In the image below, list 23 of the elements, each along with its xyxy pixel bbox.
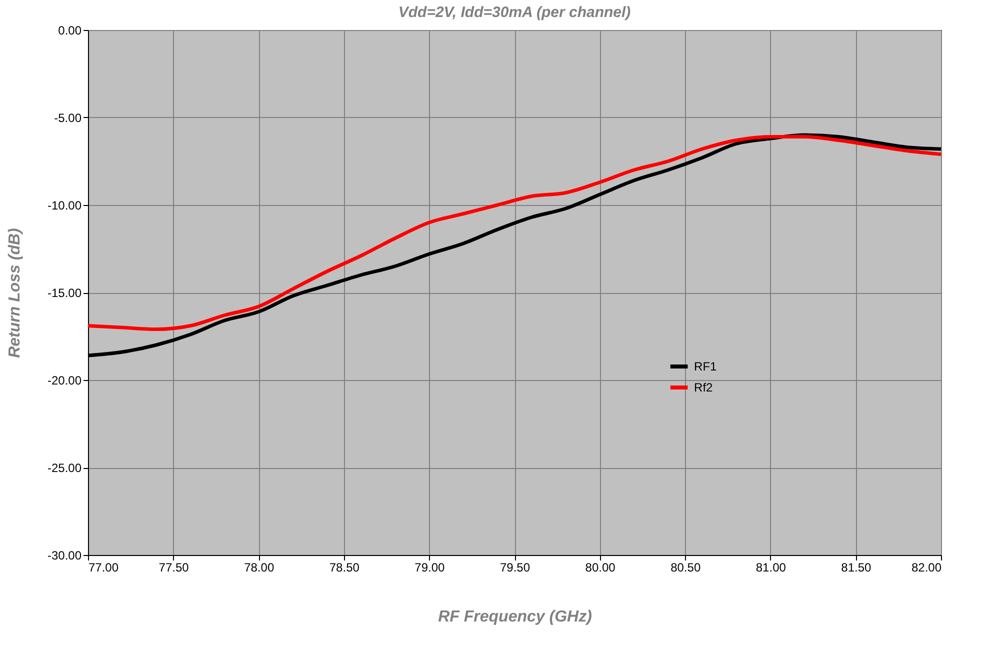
y-tick-label: -25.00 xyxy=(47,461,82,475)
x-tick-label: 79.50 xyxy=(500,560,530,574)
x-tick-label: 78.00 xyxy=(244,560,274,574)
x-tick-label: 80.00 xyxy=(585,560,616,574)
x-tick-label: 82.00 xyxy=(911,560,942,574)
x-tick-label: 80.50 xyxy=(670,560,701,574)
legend-label: Rf2 xyxy=(694,380,714,394)
x-tick-label: 77.50 xyxy=(158,560,190,574)
y-tick-label: 0.00 xyxy=(58,24,82,38)
y-tick-label: -10.00 xyxy=(47,198,82,212)
y-tick-label: -30.00 xyxy=(47,548,82,562)
y-tick-label: -5.00 xyxy=(54,111,82,125)
x-axis-title: RF Frequency (GHz) xyxy=(438,608,592,626)
y-axis-title: Return Loss (dB) xyxy=(6,228,24,358)
x-tick-label: 77.00 xyxy=(88,560,119,574)
y-tick-label: -20.00 xyxy=(47,374,82,388)
x-tick-label: 81.50 xyxy=(841,560,872,574)
x-tick-label: 81.00 xyxy=(756,560,786,574)
legend-label: RF1 xyxy=(694,360,718,374)
y-tick-label: -15.00 xyxy=(47,286,82,300)
chart-title: Vdd=2V, Idd=30mA (per channel) xyxy=(398,4,631,21)
x-tick-label: 78.50 xyxy=(329,560,360,574)
x-tick-label: 79.00 xyxy=(414,560,446,574)
